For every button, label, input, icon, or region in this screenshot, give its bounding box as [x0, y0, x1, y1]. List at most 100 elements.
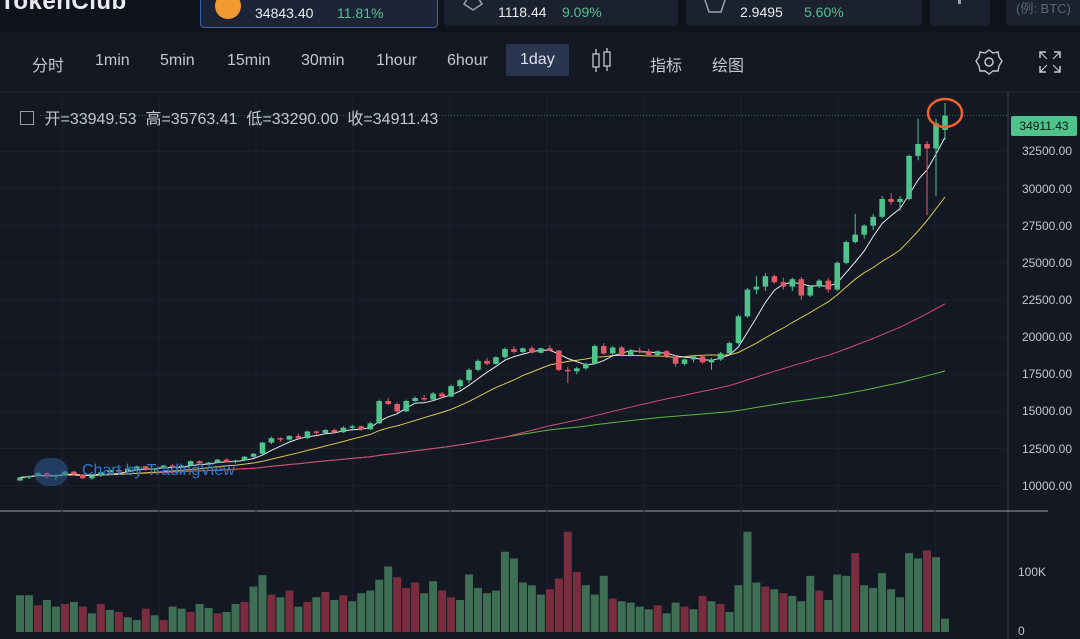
volume-bar [204, 607, 213, 632]
gear-icon[interactable] [975, 48, 1003, 76]
close-value: 34911.43 [372, 111, 439, 128]
candle-body [376, 401, 383, 424]
candle-body [448, 386, 454, 397]
candle-body [250, 453, 257, 457]
volume-bar [779, 593, 788, 632]
volume-bar [887, 589, 896, 632]
candle-body [816, 280, 823, 287]
volume-bar [213, 613, 222, 632]
candle-body [17, 477, 23, 481]
volume-bar [563, 531, 572, 632]
interval-6hour[interactable]: 6hour [447, 52, 488, 69]
volume-bar [16, 595, 24, 632]
interval-timeline[interactable]: 分时 [32, 58, 65, 75]
candle-body [520, 348, 526, 352]
interval-1day[interactable]: 1day [506, 44, 569, 76]
candle-body [178, 465, 185, 468]
volume-bar [815, 590, 824, 632]
highlight-circle [926, 97, 964, 129]
volume-bar [653, 605, 662, 632]
ticker-eth[interactable]: 1118.44 9.09% [444, 0, 678, 26]
draw-button[interactable]: 绘图 [712, 58, 745, 75]
volume-bar [590, 594, 599, 632]
search-input[interactable]: (例: BTC) [1006, 0, 1080, 26]
low-label: 低= [246, 111, 272, 128]
volume-bar [447, 597, 456, 632]
candle-body [771, 276, 778, 283]
volume-bar [914, 558, 923, 632]
candle-body [403, 401, 409, 412]
candle-body [924, 143, 930, 149]
candle-body [538, 348, 544, 353]
volume-bar [878, 573, 887, 632]
chart-toolbar: 分时 1min 5min 15min 30min 1hour 6hour 1da… [0, 32, 1080, 90]
candle-body [933, 123, 939, 149]
candle-body [735, 316, 742, 344]
interval-5min[interactable]: 5min [160, 52, 195, 69]
open-label: 开= [44, 111, 70, 128]
tradingview-watermark[interactable]: Chart by TradingView [82, 462, 235, 479]
volume-bar [429, 581, 438, 632]
volume-bar [626, 602, 635, 632]
interval-1min[interactable]: 1min [95, 52, 130, 69]
plus-icon [958, 0, 961, 4]
candle-body [116, 470, 122, 472]
candle-body [547, 348, 553, 351]
volume-bar [276, 597, 285, 632]
volume-bar [545, 589, 554, 632]
indicators-button[interactable]: 指标 [650, 58, 683, 75]
volume-bar [680, 606, 689, 632]
candlestick-icon[interactable] [590, 46, 614, 76]
candle-body [214, 459, 221, 463]
high-label: 高= [145, 111, 171, 128]
volume-bar [905, 553, 914, 632]
volume-bar [608, 598, 617, 632]
candle-body [313, 431, 320, 433]
volume-bar [671, 602, 680, 632]
ma-slow-line [19, 303, 946, 478]
candle-body [241, 456, 248, 461]
candle-body [466, 369, 472, 381]
volume-bar [806, 575, 815, 632]
volume-bar [527, 585, 536, 632]
volume-bar [195, 603, 204, 632]
candle-body [89, 475, 95, 479]
candle-body [322, 429, 329, 433]
app-logo[interactable]: TokenClub [0, 0, 127, 15]
candle-body [744, 289, 751, 317]
ticker-eos[interactable]: 2.9495 5.60% [686, 0, 922, 26]
volume-bar [177, 608, 186, 632]
candle-body [502, 349, 508, 358]
volume-bar [824, 599, 833, 632]
candle-body [591, 346, 598, 364]
candle-body [807, 286, 814, 296]
volume-bar [761, 586, 770, 632]
volume-bar [833, 574, 842, 632]
volume-bar [599, 575, 608, 632]
collapse-icon[interactable] [20, 111, 34, 125]
candle-body [187, 461, 194, 466]
ticker-btc[interactable]: 34843.40 11.81% [200, 0, 438, 28]
candle-body [430, 393, 436, 400]
candle-body [133, 466, 140, 469]
volume-bar [402, 587, 411, 632]
candle-body [124, 468, 131, 472]
volume-bar [707, 601, 716, 632]
interval-15min[interactable]: 15min [227, 52, 271, 69]
volume-bar [150, 615, 159, 632]
candle-body [565, 369, 571, 372]
interval-1hour[interactable]: 1hour [376, 52, 417, 69]
candle-body [385, 401, 391, 404]
interval-30min[interactable]: 30min [301, 52, 345, 69]
fullscreen-icon[interactable] [1038, 50, 1062, 74]
add-ticker-button[interactable] [930, 0, 990, 26]
candle-body [789, 279, 796, 287]
volume-bar [465, 574, 474, 632]
candle-body [627, 350, 634, 355]
volume-bar [716, 603, 725, 632]
volume-bar [851, 553, 860, 632]
candle-body [717, 353, 724, 360]
candle-body [412, 398, 418, 402]
volume-bar [474, 587, 482, 632]
